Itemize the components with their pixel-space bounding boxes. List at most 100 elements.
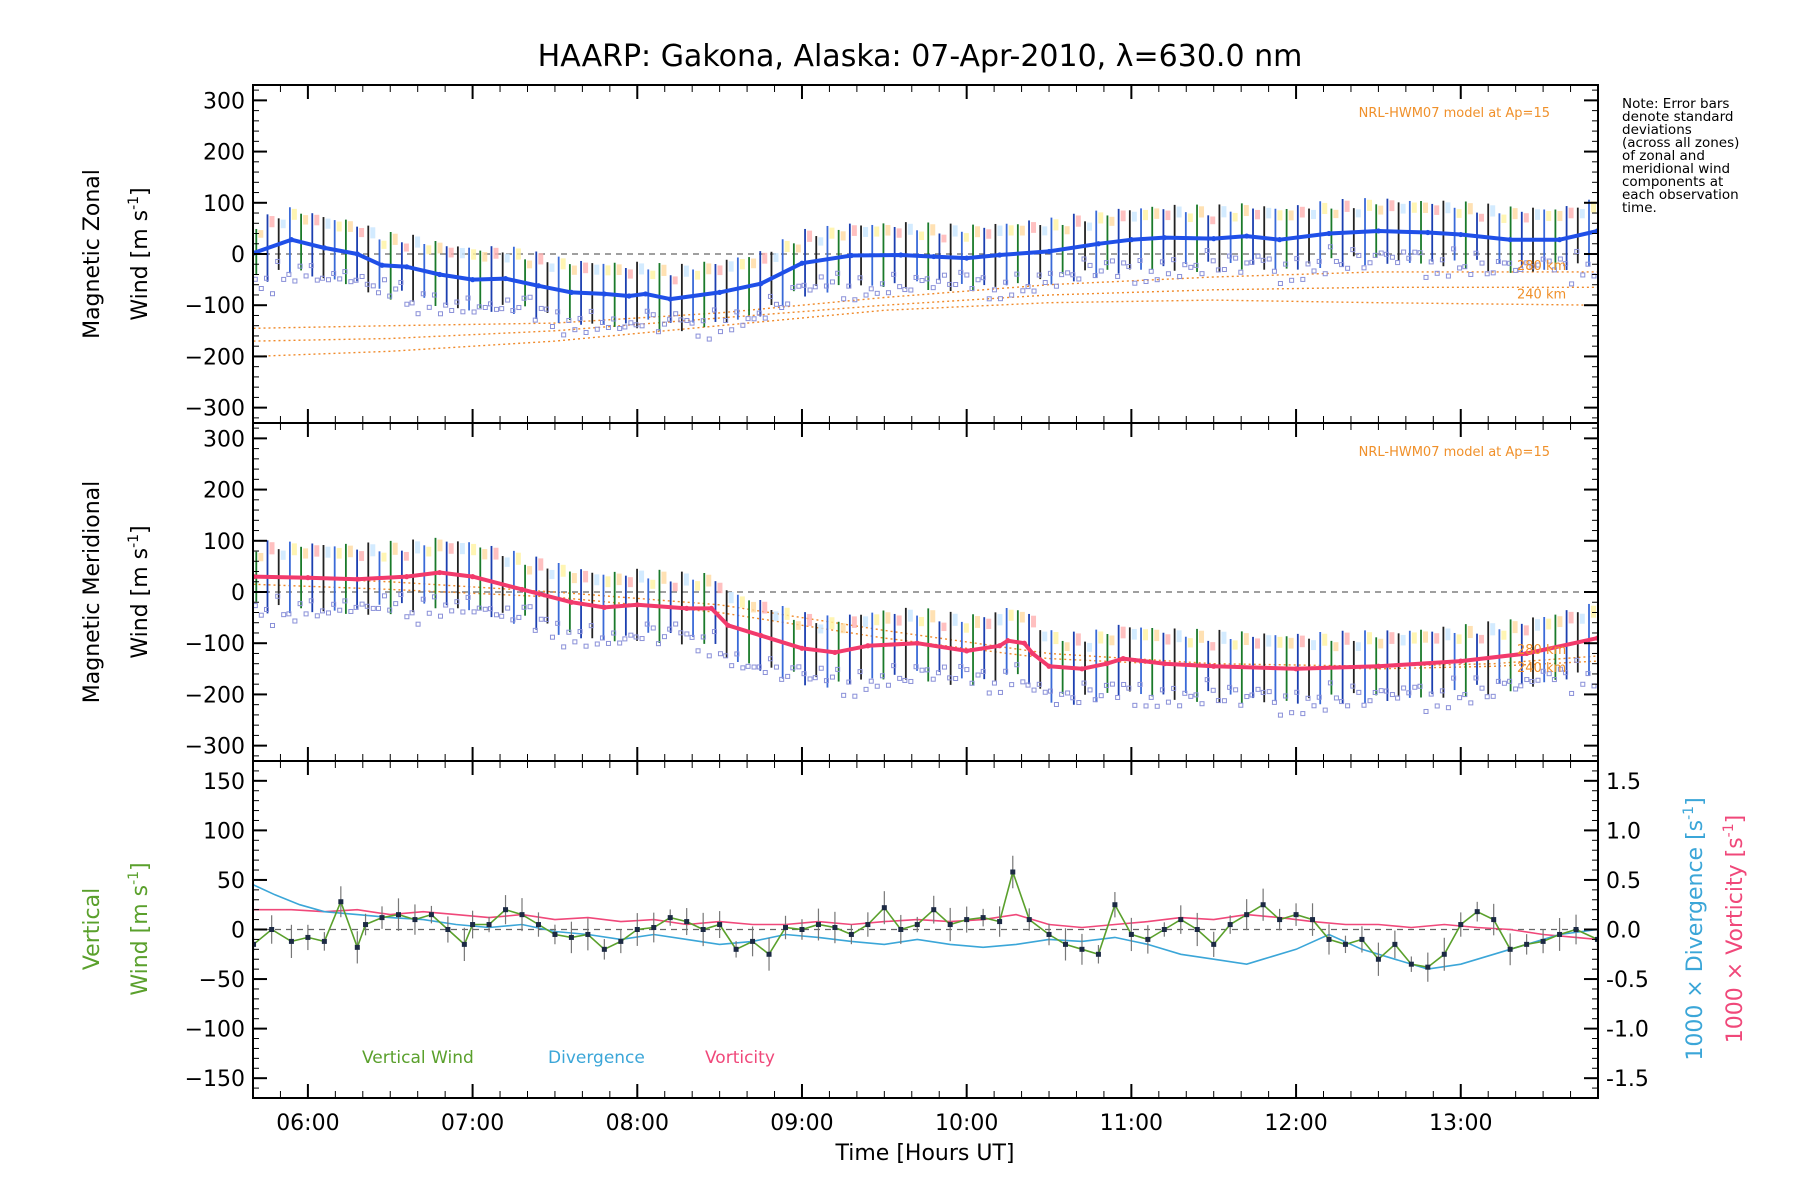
note-line: components at xyxy=(1622,174,1723,190)
meridional-scatter-box xyxy=(1350,683,1356,689)
zonal-scatter-box xyxy=(1473,250,1479,256)
vertical-y-tick-label: −150 xyxy=(185,1067,245,1092)
x-tick-label: 12:00 xyxy=(1264,1111,1327,1136)
meridional-scatter-box xyxy=(823,678,829,684)
zonal-scatter-box xyxy=(1378,250,1384,256)
meridional-zone-shade xyxy=(930,610,936,623)
note-line: meridional wind xyxy=(1622,161,1730,177)
zonal-zone-shade xyxy=(594,264,600,275)
vertical-wind-point xyxy=(321,938,327,944)
meridional-zone-shade xyxy=(1210,642,1216,651)
meridional-zone-shade xyxy=(269,542,275,555)
meridional-scatter-box xyxy=(1451,675,1457,681)
meridional-mean-point xyxy=(1029,650,1036,657)
meridional-scatter-box xyxy=(1188,693,1194,699)
meridional-series-group xyxy=(253,537,1598,718)
meridional-zone-shade xyxy=(325,546,331,558)
right-y-tick-label: 0.5 xyxy=(1606,869,1641,894)
vertical-wind-point xyxy=(684,919,690,925)
meridional-scatter-box xyxy=(1177,703,1183,709)
meridional-scatter-box xyxy=(1507,678,1513,684)
meridional-scatter-box xyxy=(1316,694,1322,700)
zonal-scatter-box xyxy=(1406,255,1412,261)
zonal-zone-shade xyxy=(1008,225,1014,236)
meridional-scatter-box xyxy=(1367,698,1373,704)
zonal-model-curve xyxy=(253,299,1598,358)
zonal-zone-shade xyxy=(1322,202,1328,215)
meridional-zone-shade xyxy=(471,543,477,556)
zonal-zone-shade xyxy=(717,265,723,276)
note-line: Note: Error bars xyxy=(1622,96,1729,112)
zonal-zone-shade xyxy=(347,221,353,232)
zonal-zone-shade xyxy=(1568,207,1574,219)
vertical-wind-point xyxy=(379,915,385,921)
meridional-scatter-box xyxy=(1165,699,1171,705)
zonal-scatter-box xyxy=(499,306,505,312)
zonal-zone-shade xyxy=(504,253,510,263)
zonal-scatter-box xyxy=(605,324,611,330)
zonal-zone-shade xyxy=(314,214,320,226)
meridional-zone-shade xyxy=(448,543,454,554)
meridional-scatter-box xyxy=(420,596,426,602)
zonal-scatter-box xyxy=(767,293,773,299)
vertical-wind-point xyxy=(717,922,723,928)
vertical-wind-point xyxy=(1392,941,1398,947)
meridional-zone-shade xyxy=(1344,632,1350,645)
zonal-model-height-label: 240 km xyxy=(1517,287,1566,302)
meridional-mean-point xyxy=(799,645,805,651)
zonal-scatter-box xyxy=(1003,279,1009,285)
zonal-zone-shade xyxy=(1333,209,1339,219)
zonal-scatter-box xyxy=(1171,257,1177,263)
meridional-zone-shade xyxy=(963,623,969,633)
meridional-scatter-box xyxy=(404,614,410,620)
meridional-zone-shade xyxy=(1535,619,1541,631)
zonal-scatter-box xyxy=(1126,264,1132,270)
meridional-zone-shade xyxy=(1512,621,1518,634)
zonal-scatter-box xyxy=(1345,265,1351,271)
meridional-plot-area: 280 km 240 km 300 200 100 0 −100 −200 −300 xyxy=(185,423,1599,761)
meridional-scatter-box xyxy=(633,634,639,640)
zonal-scatter-box xyxy=(381,277,387,283)
vertical-wind-point xyxy=(815,922,821,928)
divergence-axis-close: ] xyxy=(1683,797,1708,806)
zonal-scatter-box xyxy=(404,301,410,307)
meridional-mean-point xyxy=(1161,661,1167,667)
zonal-zone-shade xyxy=(795,244,801,253)
meridional-zone-shade xyxy=(426,546,432,557)
meridional-scatter-box xyxy=(1462,692,1468,698)
meridional-zone-shade xyxy=(728,591,734,604)
zonal-scatter-box xyxy=(465,295,471,301)
vertical-wind-point xyxy=(1359,936,1365,942)
zonal-scatter-box xyxy=(908,287,914,293)
zonal-scatter-box xyxy=(729,327,735,333)
meridional-scatter-box xyxy=(885,682,891,688)
meridional-scatter-box xyxy=(924,667,930,673)
zonal-scatter-box xyxy=(1221,267,1227,273)
zonal-scatter-box xyxy=(924,276,930,282)
meridional-scatter-box xyxy=(258,612,264,618)
zonal-scatter-box xyxy=(751,316,757,322)
meridional-zone-shade xyxy=(672,582,678,592)
zonal-scatter-box xyxy=(611,316,617,322)
meridional-zone-shade xyxy=(437,539,443,552)
zonal-zone-shade xyxy=(907,223,913,235)
zonal-scatter-box xyxy=(555,309,561,315)
meridional-mean-point xyxy=(997,643,1003,649)
vertical-wind-point xyxy=(651,925,657,931)
zonal-scatter-box xyxy=(331,270,337,276)
note-line: denote standard xyxy=(1622,109,1733,125)
meridional-scatter-box xyxy=(829,674,835,680)
zonal-zone-shade xyxy=(1355,209,1361,218)
meridional-scatter-box xyxy=(1036,681,1042,687)
meridional-scatter-box xyxy=(409,610,415,616)
zonal-zone-shade xyxy=(1456,209,1462,218)
zonal-scatter-box xyxy=(807,287,813,293)
zonal-zone-shade xyxy=(381,240,387,249)
zonal-zone-shade xyxy=(605,265,611,276)
zonal-zone-shade xyxy=(986,229,992,239)
meridional-scatter-box xyxy=(1204,677,1210,683)
meridional-scatter-box xyxy=(975,672,981,678)
meridional-scatter-box xyxy=(767,656,773,662)
legend-vertical-wind: Vertical Wind xyxy=(362,1048,474,1068)
meridional-scatter-box xyxy=(986,690,992,696)
